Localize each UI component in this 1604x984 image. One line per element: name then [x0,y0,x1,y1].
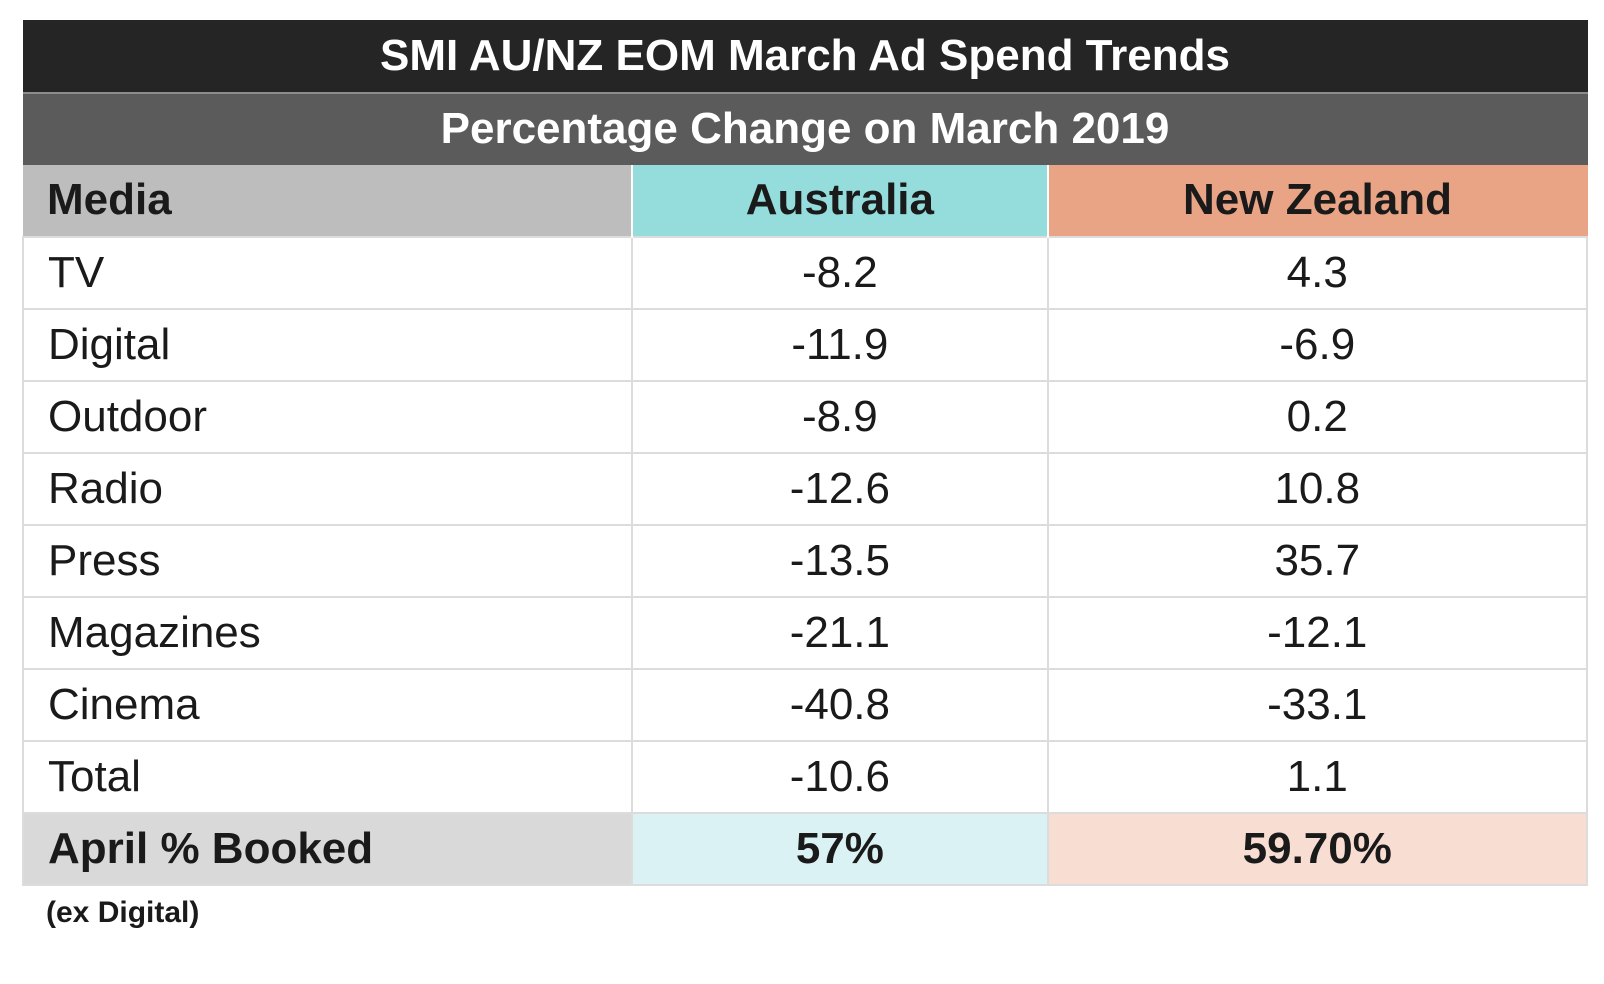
new-zealand-value-cell: 1.1 [1046,739,1589,814]
australia-value-cell: -11.9 [631,307,1049,382]
australia-value-cell: -40.8 [631,667,1049,742]
new-zealand-value-cell: -6.9 [1046,307,1589,382]
table-row: Total -10.6 1.1 [21,739,1589,814]
booked-label-cell: April % Booked [21,811,634,886]
table-title: SMI AU/NZ EOM March Ad Spend Trends [22,20,1588,93]
title-row: SMI AU/NZ EOM March Ad Spend Trends [22,20,1588,93]
new-zealand-value-cell: 10.8 [1046,451,1589,526]
column-header-row: Media Australia New Zealand [23,164,1588,237]
table-row: TV -8.2 4.3 [21,235,1589,310]
media-cell: Press [21,523,634,598]
booked-row: April % Booked 57% 59.70% [21,811,1589,886]
column-header-media: Media [23,164,634,237]
media-cell: TV [21,235,634,310]
footnote: (ex Digital) [46,896,200,929]
media-cell: Outdoor [21,379,634,454]
australia-value-cell: -13.5 [631,523,1049,598]
table-row: Digital -11.9 -6.9 [21,307,1589,382]
media-cell: Total [21,739,634,814]
australia-value-cell: -8.9 [631,379,1049,454]
column-header-australia: Australia [632,164,1049,237]
australia-value-cell: -21.1 [631,595,1049,670]
australia-value-cell: -8.2 [631,235,1049,310]
table-row: Cinema -40.8 -33.1 [21,667,1589,742]
ad-spend-table: SMI AU/NZ EOM March Ad Spend Trends Perc… [21,20,1589,886]
media-cell: Magazines [21,595,634,670]
australia-value-cell: -10.6 [631,739,1049,814]
media-cell: Digital [21,307,634,382]
media-cell: Cinema [21,667,634,742]
column-header-new-zealand: New Zealand [1047,164,1588,237]
table-row: Press -13.5 35.7 [21,523,1589,598]
booked-new-zealand-cell: 59.70% [1046,811,1589,886]
new-zealand-value-cell: -33.1 [1046,667,1589,742]
booked-australia-cell: 57% [631,811,1049,886]
table-subtitle: Percentage Change on March 2019 [22,91,1588,165]
subtitle-row: Percentage Change on March 2019 [22,91,1588,165]
new-zealand-value-cell: 0.2 [1046,379,1589,454]
table-row: Outdoor -8.9 0.2 [21,379,1589,454]
new-zealand-value-cell: -12.1 [1046,595,1589,670]
australia-value-cell: -12.6 [631,451,1049,526]
table-row: Magazines -21.1 -12.1 [21,595,1589,670]
media-cell: Radio [21,451,634,526]
new-zealand-value-cell: 35.7 [1046,523,1589,598]
table-row: Radio -12.6 10.8 [21,451,1589,526]
new-zealand-value-cell: 4.3 [1046,235,1589,310]
